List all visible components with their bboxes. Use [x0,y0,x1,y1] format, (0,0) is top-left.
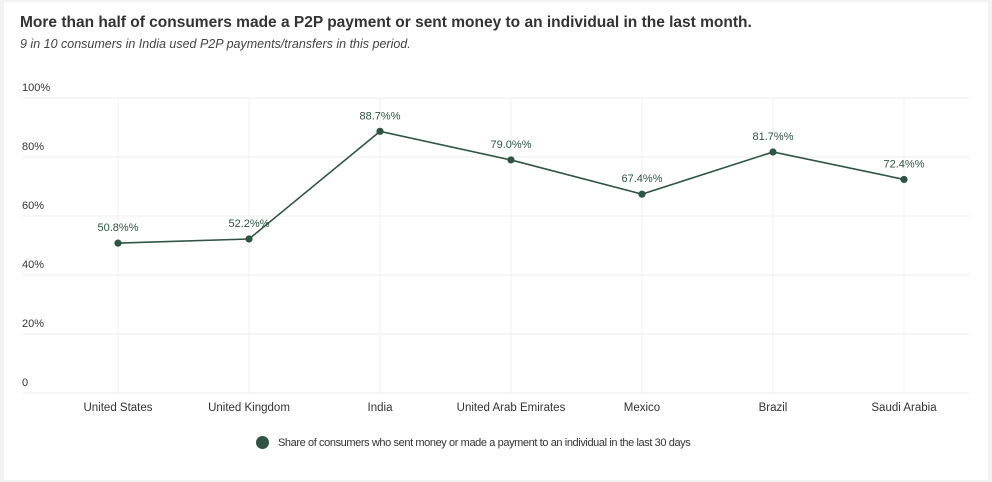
y-tick-label: 80% [22,141,44,153]
x-tick-label: United States [83,402,152,414]
x-tick-label: Mexico [624,402,660,414]
x-tick-label: United Kingdom [208,402,290,414]
data-point [900,175,908,184]
data-point [507,156,515,164]
legend[interactable]: Share of consumers who sent money or mad… [256,436,691,449]
y-tick-label: 20% [22,318,44,330]
legend-label: Share of consumers who sent money or mad… [278,436,691,449]
data-point [638,190,646,198]
x-tick-label: Brazil [759,402,788,414]
data-label: 50.8%% [98,222,139,234]
y-tick-label: 0 [22,377,28,389]
y-tick-label: 40% [22,259,44,271]
data-point [114,239,122,247]
data-label: 52.2%% [229,218,270,230]
data-label: 79.0%% [491,139,532,151]
data-point [769,148,777,156]
data-point [376,127,384,135]
y-tick-label: 60% [22,200,44,212]
chart-subtitle: 9 in 10 consumers in India used P2P paym… [20,37,411,51]
chart-title: More than half of consumers made a P2P p… [20,14,752,31]
data-label: 81.7%% [753,131,794,143]
data-label: 67.4%% [622,173,663,185]
x-tick-label: Saudi Arabia [871,402,937,414]
y-tick-label: 100% [22,82,50,94]
x-tick-label: United Arab Emirates [457,402,566,414]
legend-marker-icon [256,436,269,449]
data-point [245,235,253,243]
x-tick-label: India [368,402,394,414]
data-label: 88.7%% [360,110,401,122]
data-label: 72.4%% [884,158,925,170]
